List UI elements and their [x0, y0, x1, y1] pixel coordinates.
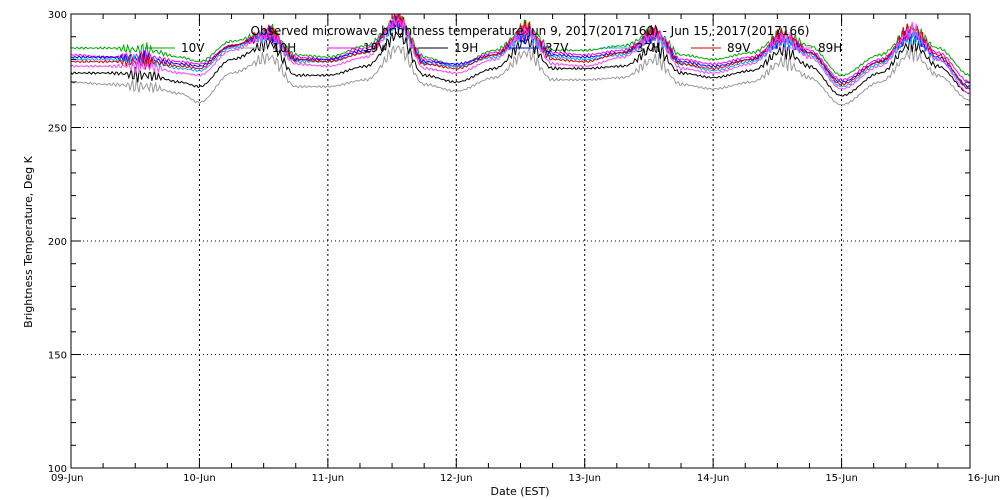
- legend-label-19h: 19H: [454, 41, 478, 55]
- legend-label-10h: 10H: [272, 41, 296, 55]
- x-tick-label: 10-Jun: [183, 473, 216, 484]
- y-tick-label: 150: [48, 351, 67, 362]
- legend-label-37v: 37V: [545, 41, 569, 55]
- legend-label-89h: 89H: [818, 41, 842, 55]
- x-tick-label: 12-Jun: [440, 473, 473, 484]
- legend: 10V 10H 19V 19H 37V 37H 89V 89H: [145, 41, 842, 55]
- grid-lines: [71, 14, 970, 468]
- y-tick-label: 300: [48, 10, 67, 21]
- series-line-89v: [70, 13, 971, 90]
- y-axis-title: Brightness Temperature, Deg K: [22, 155, 35, 327]
- series-line-10h: [70, 44, 971, 106]
- legend-label-37h: 37H: [636, 41, 660, 55]
- x-tick-label: 14-Jun: [697, 473, 730, 484]
- x-tick-label: 13-Jun: [568, 473, 601, 484]
- series-line-89h: [70, 17, 971, 95]
- x-axis-title: Date (EST): [490, 485, 549, 498]
- x-tick-label: 16-Jun: [967, 473, 1000, 484]
- series-line-19h: [70, 30, 971, 97]
- x-tick-label: 11-Jun: [312, 473, 345, 484]
- legend-label-89v: 89V: [727, 41, 751, 55]
- series-group: [70, 13, 971, 106]
- series-line-10v: [70, 13, 971, 77]
- axis-ticks: 100 150 200 250 300 09-Jun 10-Jun 11-Jun 12-Jun 1…: [48, 10, 1000, 484]
- chart-title: Observed microwave brightness temperatur…: [251, 24, 810, 38]
- y-tick-label: 200: [48, 237, 67, 248]
- legend-label-10v: 10V: [181, 41, 205, 55]
- x-tick-label: 15-Jun: [825, 473, 858, 484]
- y-tick-label: 100: [48, 464, 67, 475]
- legend-label-19v: 19V: [363, 41, 387, 55]
- y-tick-label: 250: [48, 124, 67, 135]
- x-tick-label: 09-Jun: [51, 473, 84, 484]
